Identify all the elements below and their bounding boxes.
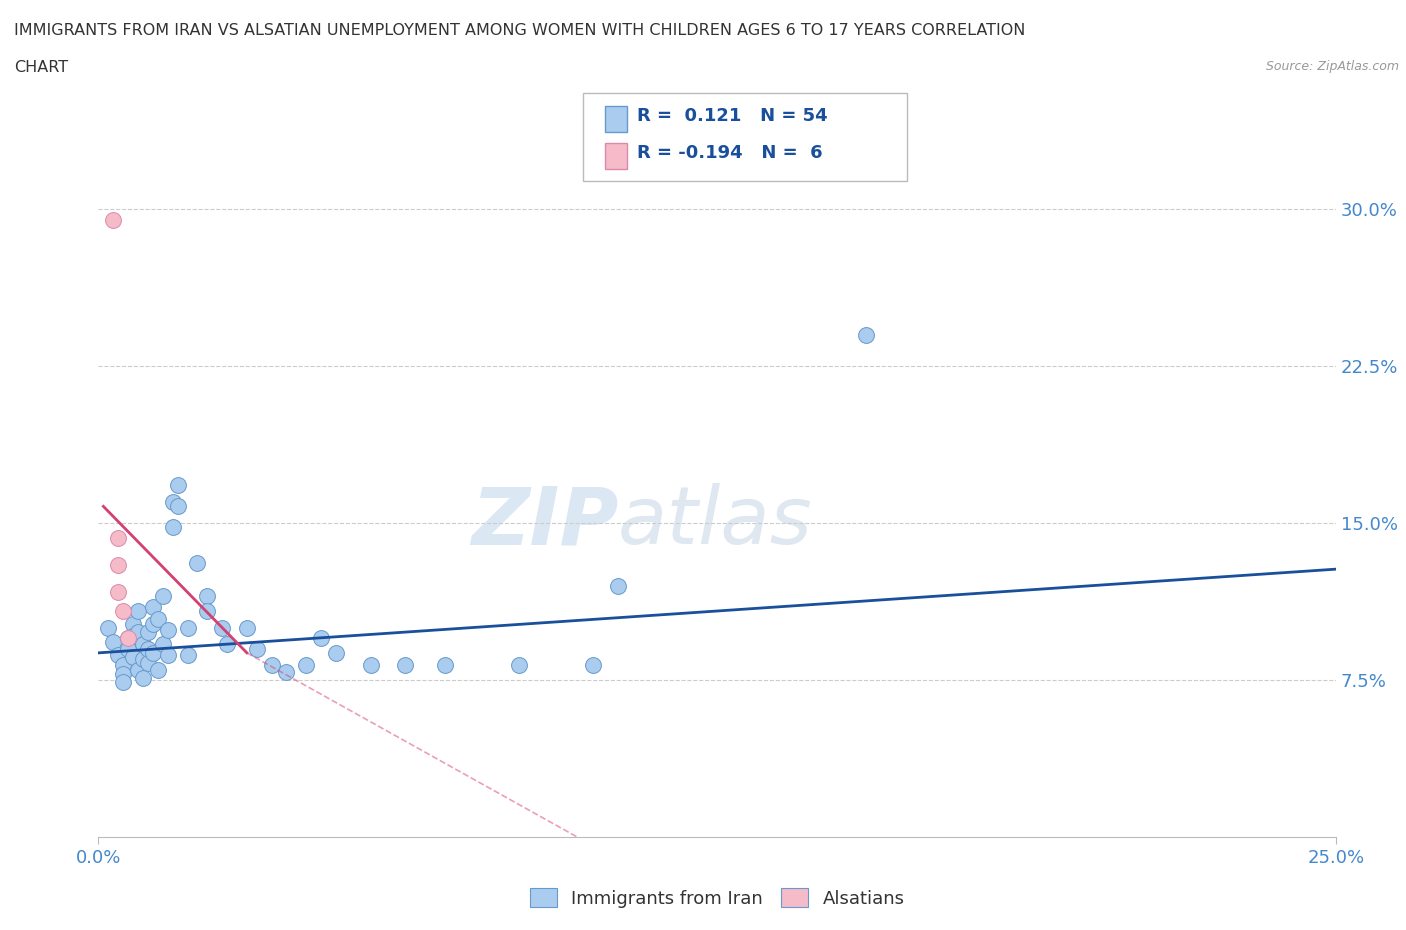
- Point: [582, 658, 605, 673]
- Legend: Immigrants from Iran, Alsatians: Immigrants from Iran, Alsatians: [523, 882, 911, 915]
- Point: [103, 635, 125, 650]
- Point: [246, 642, 269, 657]
- Point: [107, 585, 129, 600]
- Point: [162, 495, 184, 510]
- Point: [309, 631, 332, 645]
- Point: [136, 625, 159, 640]
- Text: R = -0.194   N =  6: R = -0.194 N = 6: [637, 144, 823, 163]
- Point: [112, 658, 135, 673]
- Point: [112, 667, 135, 682]
- Text: CHART: CHART: [14, 60, 67, 75]
- Point: [132, 637, 155, 652]
- Point: [112, 675, 135, 690]
- Point: [117, 631, 139, 645]
- Point: [607, 578, 630, 593]
- Point: [127, 604, 149, 618]
- Point: [117, 642, 139, 657]
- Point: [107, 647, 129, 662]
- Point: [112, 604, 135, 618]
- Point: [176, 620, 198, 635]
- Point: [142, 617, 165, 631]
- Point: [236, 620, 259, 635]
- Point: [117, 631, 139, 645]
- Point: [132, 671, 155, 685]
- Point: [132, 652, 155, 667]
- Point: [325, 645, 347, 660]
- Point: [136, 656, 159, 671]
- Point: [508, 658, 530, 673]
- Point: [146, 662, 169, 677]
- Point: [176, 647, 198, 662]
- Point: [394, 658, 416, 673]
- Point: [103, 212, 125, 227]
- Text: Source: ZipAtlas.com: Source: ZipAtlas.com: [1265, 60, 1399, 73]
- Point: [195, 604, 218, 618]
- Point: [295, 658, 318, 673]
- Point: [276, 664, 298, 679]
- Point: [152, 589, 174, 604]
- Point: [186, 555, 208, 570]
- Point: [122, 617, 145, 631]
- Point: [166, 499, 188, 514]
- Point: [156, 647, 179, 662]
- Point: [97, 620, 120, 635]
- Point: [156, 622, 179, 637]
- Point: [122, 650, 145, 665]
- Point: [166, 478, 188, 493]
- Point: [142, 600, 165, 615]
- Point: [107, 558, 129, 573]
- Point: [122, 629, 145, 644]
- Point: [855, 327, 877, 342]
- Point: [146, 612, 169, 627]
- Text: ZIP: ZIP: [471, 484, 619, 562]
- Point: [433, 658, 456, 673]
- Text: R =  0.121   N = 54: R = 0.121 N = 54: [637, 107, 828, 126]
- Point: [136, 642, 159, 657]
- Point: [127, 662, 149, 677]
- Point: [217, 637, 239, 652]
- Point: [260, 658, 283, 673]
- Text: atlas: atlas: [619, 484, 813, 562]
- Point: [142, 645, 165, 660]
- Point: [162, 520, 184, 535]
- Point: [152, 637, 174, 652]
- Point: [127, 625, 149, 640]
- Point: [107, 530, 129, 545]
- Point: [360, 658, 382, 673]
- Point: [211, 620, 233, 635]
- Point: [195, 589, 218, 604]
- Text: IMMIGRANTS FROM IRAN VS ALSATIAN UNEMPLOYMENT AMONG WOMEN WITH CHILDREN AGES 6 T: IMMIGRANTS FROM IRAN VS ALSATIAN UNEMPLO…: [14, 23, 1025, 38]
